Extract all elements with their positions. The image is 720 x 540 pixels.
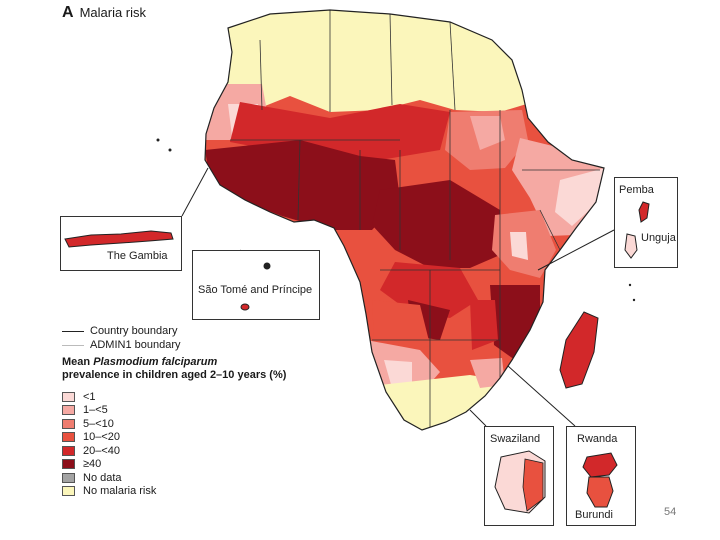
inset-swaziland: Swaziland [484,426,554,526]
rwanda-burundi-shapes [582,452,618,508]
legend-heading-species: Plasmodium falciparum [93,356,218,368]
admin1-boundary-label: ADMIN1 boundary [90,339,181,351]
unguja-label: Unguja [641,232,676,244]
legend-label: No malaria risk [83,485,157,498]
legend-heading-prefix: Mean [62,356,94,368]
panel-letter: A [62,4,74,21]
legend-item: 5–<10 [62,417,312,431]
sao-tome-label: São Tomé and Príncipe [198,284,313,296]
africa-outline [204,9,605,431]
legend-item: 10–<20 [62,431,312,445]
island [632,298,636,302]
legend-country-boundary: Country boundary [62,324,312,338]
sao-tome-shape [240,262,271,311]
legend-item: 1–<5 [62,404,312,418]
swaziland-label: Swaziland [490,433,541,445]
legend-item: ≥40 [62,458,312,472]
swaziland-shape [494,450,546,514]
page-number: 54 [664,506,677,518]
legend-label: 20–<40 [83,444,121,457]
island [156,138,160,142]
legend-classes: <1 1–<5 5–<10 10–<20 20–<40 ≥40 No data … [62,390,312,498]
legend-swatch [62,486,75,497]
legend-swatch [62,472,75,483]
legend-admin1-boundary: ADMIN1 boundary [62,338,312,352]
rwanda-label: Rwanda [577,433,618,445]
legend-label: 5–<10 [83,417,114,430]
admin1-boundary-swatch [62,344,84,346]
burundi-label: Burundi [575,509,613,521]
legend-label: <1 [83,390,96,403]
inset-gambia: The Gambia [60,216,182,271]
country-boundary-swatch [62,330,84,332]
gambia-label: The Gambia [107,250,168,262]
legend-swatch [62,459,75,470]
legend-swatch [62,405,75,416]
legend-swatch [62,418,75,429]
zanzibar-shapes [624,201,650,259]
legend-label: No data [83,471,122,484]
legend-label: 1–<5 [83,404,108,417]
country-boundary-label: Country boundary [90,325,178,337]
pemba-label: Pemba [619,184,654,196]
gambia-shape [64,230,174,248]
legend-label: 10–<20 [83,431,121,444]
island [628,283,632,287]
inset-rwanda-burundi: Rwanda Burundi [566,426,636,526]
map-title: A Malaria risk [62,4,146,22]
legend-heading: Mean Plasmodium falciparum prevalence in… [62,356,312,382]
legend-item: No malaria risk [62,485,312,499]
madagascar [559,311,599,389]
legend-item: No data [62,471,312,485]
inset-sao-tome: São Tomé and Príncipe [192,250,320,320]
legend-swatch [62,445,75,456]
legend: Country boundary ADMIN1 boundary Mean Pl… [62,324,312,498]
country-boundaries [230,10,600,430]
island [168,148,172,152]
legend-item: <1 [62,390,312,404]
legend-label: ≥40 [83,458,102,471]
legend-swatch [62,432,75,443]
title-text: Malaria risk [79,5,147,20]
inset-zanzibar: Pemba Unguja [614,177,678,268]
legend-item: 20–<40 [62,444,312,458]
legend-heading-suffix: prevalence in children aged 2–10 years (… [62,369,287,381]
legend-swatch [62,391,75,402]
